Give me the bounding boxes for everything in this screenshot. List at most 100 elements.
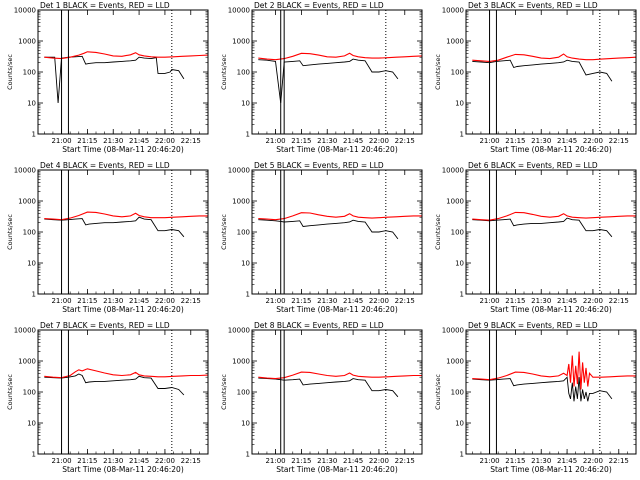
y-tick-label: 1 — [460, 291, 464, 299]
panel-title: Det 3 BLACK = Events, RED = LLD — [468, 1, 598, 10]
x-tick-label: 21:15 — [291, 457, 311, 465]
events-series-line — [258, 58, 399, 104]
x-tick-label: 21:00 — [479, 137, 499, 145]
x-tick-label: 22:00 — [155, 137, 175, 145]
x-tick-label: 21:30 — [103, 297, 123, 305]
x-tick-label: 21:15 — [77, 297, 97, 305]
y-tick-label: 1 — [32, 291, 36, 299]
y-tick-label: 1 — [246, 291, 250, 299]
plot-frame — [251, 9, 423, 135]
x-axis-label: Start Time (08-Mar-11 20:46:20) — [490, 465, 612, 474]
events-series-line — [472, 59, 613, 82]
panel-det-3: Det 3 BLACK = Events, RED = LLD 1 10 100 100… — [434, 1, 637, 154]
y-tick-label: 1000 — [18, 38, 36, 46]
x-tick-label: 21:45 — [343, 297, 363, 305]
x-tick-label: 21:15 — [505, 137, 525, 145]
x-tick-label: 21:15 — [291, 137, 311, 145]
x-tick-label: 22:00 — [155, 297, 175, 305]
y-tick-label: 100 — [237, 69, 250, 77]
x-tick-label: 21:45 — [557, 297, 577, 305]
x-tick-label: 21:30 — [317, 297, 337, 305]
lld-series-line — [44, 51, 208, 60]
y-axis-label: Counts/sec — [434, 214, 442, 250]
x-tick-label: 22:00 — [155, 457, 175, 465]
y-axis-label: Counts/sec — [6, 214, 14, 250]
y-tick-label: 100 — [451, 229, 464, 237]
y-tick-label: 1000 — [18, 198, 36, 206]
x-axis-label: Start Time (08-Mar-11 20:46:20) — [490, 145, 612, 154]
plot-frame — [37, 9, 209, 135]
panel-det-9: Det 9 BLACK = Events, RED = LLD 1 10 100 100… — [434, 321, 637, 474]
y-axis-label: Counts/sec — [220, 214, 228, 250]
x-tick-label: 21:15 — [77, 137, 97, 145]
panel-det-7: Det 7 BLACK = Events, RED = LLD 1 10 100 100… — [6, 321, 209, 474]
y-tick-label: 1000 — [232, 198, 250, 206]
x-tick-label: 21:45 — [343, 137, 363, 145]
x-tick-label: 22:00 — [583, 297, 603, 305]
x-tick-label: 22:15 — [395, 137, 415, 145]
x-tick-label: 21:30 — [531, 297, 551, 305]
y-tick-label: 10 — [27, 100, 36, 108]
plot-frame — [37, 329, 209, 455]
events-series-line — [44, 216, 185, 238]
plot-frame — [465, 169, 637, 295]
x-axis-label: Start Time (08-Mar-11 20:46:20) — [276, 145, 398, 154]
y-tick-label: 10 — [241, 260, 250, 268]
y-tick-label: 10000 — [442, 167, 464, 175]
x-tick-label: 21:00 — [265, 297, 285, 305]
y-tick-label: 100 — [23, 229, 36, 237]
panel-title: Det 1 BLACK = Events, RED = LLD — [40, 1, 170, 10]
y-tick-label: 1000 — [18, 358, 36, 366]
y-tick-label: 100 — [451, 69, 464, 77]
y-axis-label: Counts/sec — [220, 54, 228, 90]
y-tick-label: 10 — [455, 260, 464, 268]
y-tick-label: 1 — [32, 451, 36, 459]
plot-frame — [251, 169, 423, 295]
x-tick-label: 22:15 — [181, 137, 201, 145]
y-tick-label: 1000 — [232, 358, 250, 366]
panel-title: Det 5 BLACK = Events, RED = LLD — [254, 161, 384, 170]
panel-det-5: Det 5 BLACK = Events, RED = LLD 1 10 100 100… — [220, 161, 423, 314]
x-tick-label: 22:00 — [369, 457, 389, 465]
x-tick-label: 21:45 — [129, 457, 149, 465]
x-tick-label: 21:00 — [479, 297, 499, 305]
panel-det-2: Det 2 BLACK = Events, RED = LLD 1 10 100 100… — [220, 1, 423, 154]
y-axis-label: Counts/sec — [6, 374, 14, 410]
panel-det-4: Det 4 BLACK = Events, RED = LLD 1 10 100 100… — [6, 161, 209, 314]
y-tick-label: 1 — [460, 131, 464, 139]
x-tick-label: 22:15 — [181, 457, 201, 465]
panel-title: Det 7 BLACK = Events, RED = LLD — [40, 321, 170, 330]
lld-series-line — [258, 212, 422, 221]
y-tick-label: 1 — [246, 451, 250, 459]
x-tick-label: 22:15 — [395, 457, 415, 465]
x-tick-label: 21:45 — [129, 137, 149, 145]
lld-series-line — [472, 53, 636, 62]
x-tick-label: 21:15 — [291, 297, 311, 305]
y-axis-label: Counts/sec — [434, 374, 442, 410]
x-tick-label: 21:00 — [51, 457, 71, 465]
x-tick-label: 21:30 — [103, 137, 123, 145]
y-tick-label: 100 — [451, 389, 464, 397]
y-tick-label: 10000 — [14, 167, 36, 175]
y-tick-label: 10 — [241, 420, 250, 428]
y-tick-label: 1000 — [232, 38, 250, 46]
y-tick-label: 10 — [455, 100, 464, 108]
y-tick-label: 1 — [460, 451, 464, 459]
panel-title: Det 9 BLACK = Events, RED = LLD — [468, 321, 598, 330]
x-tick-label: 21:45 — [557, 457, 577, 465]
x-tick-label: 21:30 — [531, 457, 551, 465]
x-tick-label: 21:15 — [505, 457, 525, 465]
panel-title: Det 4 BLACK = Events, RED = LLD — [40, 161, 170, 170]
x-tick-label: 22:15 — [395, 297, 415, 305]
y-tick-label: 10000 — [14, 327, 36, 335]
y-tick-label: 10 — [455, 420, 464, 428]
y-tick-label: 1000 — [446, 198, 464, 206]
x-axis-label: Start Time (08-Mar-11 20:46:20) — [276, 305, 398, 314]
y-tick-label: 1 — [246, 131, 250, 139]
plot-frame — [251, 329, 423, 455]
x-tick-label: 21:00 — [51, 137, 71, 145]
plot-frame — [465, 9, 637, 135]
x-tick-label: 21:45 — [557, 137, 577, 145]
lld-series-line — [472, 211, 636, 221]
